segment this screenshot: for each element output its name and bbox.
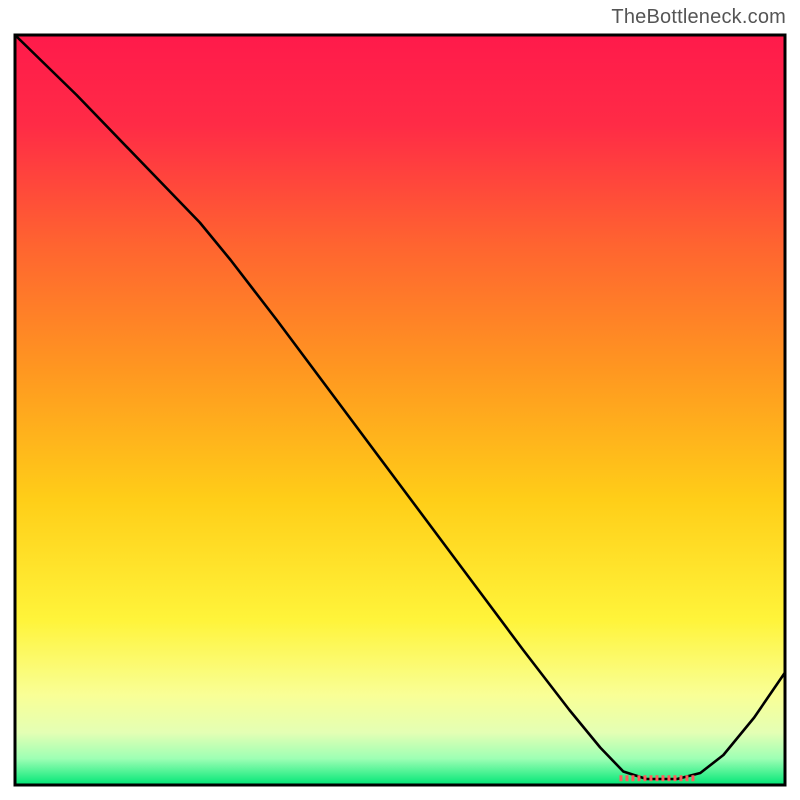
chart-background: [15, 35, 785, 785]
gradient-line-chart: [0, 0, 800, 800]
chart-container: TheBottleneck.com: [0, 0, 800, 800]
